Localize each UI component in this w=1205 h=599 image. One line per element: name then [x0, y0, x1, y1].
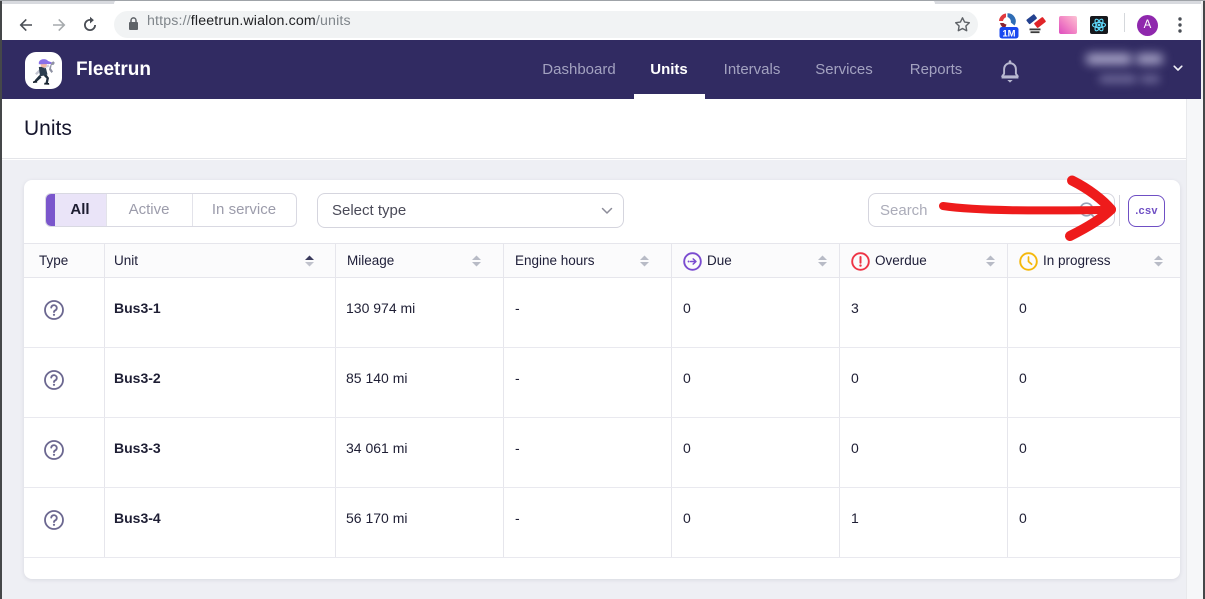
- svg-text:1M: 1M: [1002, 28, 1015, 39]
